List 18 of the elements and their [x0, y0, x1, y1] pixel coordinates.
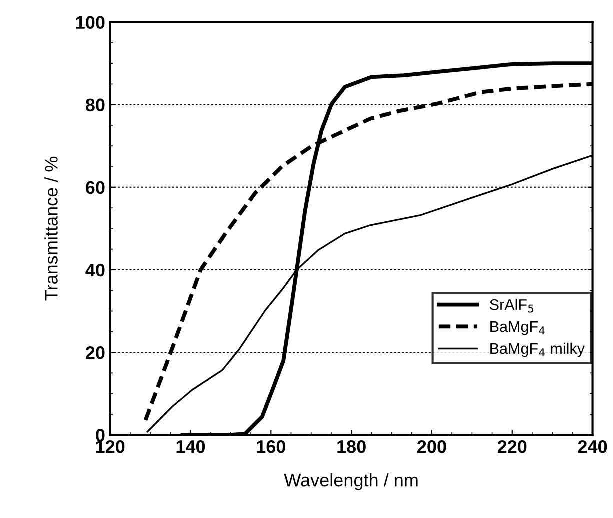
x-axis-title: Wavelength / nm — [284, 473, 418, 490]
y-axis-title: Transmittance / % — [44, 156, 58, 301]
x-tick-label: 120 — [96, 440, 125, 454]
legend-label: BaMgF$_{4}$ — [490, 322, 545, 336]
y-tick-label: 80 — [86, 98, 105, 112]
x-tick-label: 200 — [418, 440, 446, 454]
y-tick-label: 20 — [86, 346, 105, 360]
x-tick-label: 160 — [257, 440, 286, 454]
x-tick-label: 180 — [338, 440, 366, 454]
y-tick-label: 60 — [86, 181, 105, 194]
y-tick-label: 100 — [76, 16, 105, 29]
x-tick-label: 240 — [578, 440, 608, 454]
x-tick-label: 220 — [498, 440, 527, 454]
y-tick-label: 0 — [96, 429, 105, 442]
legend-label: SrAlF$_{5}$ — [490, 299, 534, 313]
legend-label: BaMgF$_{4}$ milky — [490, 342, 585, 358]
x-tick-label: 140 — [176, 440, 206, 454]
y-tick-label: 40 — [86, 264, 105, 277]
